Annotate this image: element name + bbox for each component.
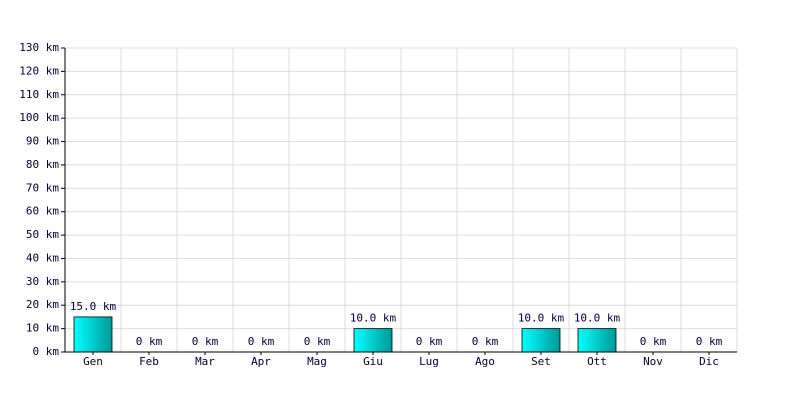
- x-tick-label: Apr: [251, 355, 271, 368]
- value-label: 0 km: [416, 335, 443, 348]
- x-tick-label: Mag: [307, 355, 327, 368]
- y-tick-label: 20 km: [26, 298, 59, 311]
- y-tick-label: 120 km: [19, 64, 59, 77]
- y-tick-label: 110 km: [19, 88, 59, 101]
- y-tick-label: 10 km: [26, 322, 59, 335]
- bar: [353, 328, 393, 353]
- value-label: 15.0 km: [70, 300, 117, 313]
- value-label: 10.0 km: [350, 312, 397, 325]
- y-tick-label: 100 km: [19, 111, 59, 124]
- y-tick-label: 0 km: [33, 345, 60, 358]
- y-tick-label: 50 km: [26, 228, 59, 241]
- value-label: 0 km: [248, 335, 275, 348]
- x-tick-label: Feb: [139, 355, 159, 368]
- x-tick-label: Dic: [699, 355, 719, 368]
- x-tick-label: Ago: [475, 355, 495, 368]
- bar: [577, 328, 617, 353]
- y-tick-label: 90 km: [26, 135, 59, 148]
- value-label: 0 km: [472, 335, 499, 348]
- bar: [73, 316, 113, 353]
- x-tick-label: Gen: [83, 355, 103, 368]
- value-label: 0 km: [136, 335, 163, 348]
- value-label: 0 km: [304, 335, 331, 348]
- y-tick-label: 70 km: [26, 181, 59, 194]
- x-tick-label: Ott: [587, 355, 607, 368]
- value-label: 0 km: [696, 335, 723, 348]
- x-tick-label: Giu: [363, 355, 383, 368]
- value-label: 0 km: [192, 335, 219, 348]
- value-label: 10.0 km: [518, 312, 565, 325]
- value-label: 10.0 km: [574, 312, 621, 325]
- value-label: 0 km: [640, 335, 667, 348]
- y-tick-label: 60 km: [26, 205, 59, 218]
- x-tick-label: Set: [531, 355, 551, 368]
- y-tick-label: 130 km: [19, 41, 59, 54]
- y-tick-label: 80 km: [26, 158, 59, 171]
- x-tick-label: Lug: [419, 355, 439, 368]
- x-tick-label: Nov: [643, 355, 663, 368]
- bar: [521, 328, 561, 353]
- y-tick-label: 30 km: [26, 275, 59, 288]
- y-tick-label: 40 km: [26, 251, 59, 264]
- x-tick-label: Mar: [195, 355, 215, 368]
